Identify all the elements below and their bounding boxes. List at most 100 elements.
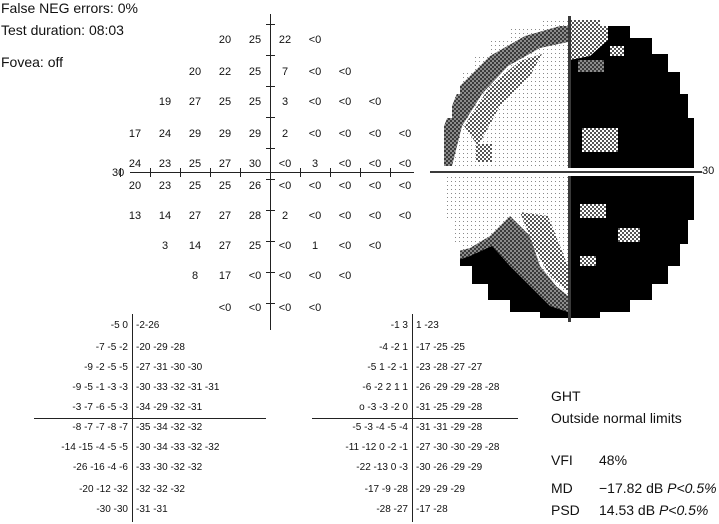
- threshold-value: 25: [188, 158, 202, 170]
- threshold-value: <0: [338, 210, 352, 222]
- pattern-deviation-value-left: o -3 -3 -2 0: [359, 402, 408, 413]
- threshold-value: 2: [281, 128, 289, 140]
- threshold-value: <0: [368, 158, 382, 170]
- threshold-value: 22: [218, 66, 232, 78]
- total-deviation-value-left: -3 -7 -6 -5 -3: [72, 402, 128, 413]
- threshold-value: 20: [218, 34, 232, 46]
- threshold-value: 23: [158, 180, 172, 192]
- threshold-value: 20: [188, 66, 202, 78]
- total-deviation-value-left: -30 -30: [96, 504, 128, 515]
- threshold-value: 8: [191, 270, 199, 282]
- threshold-value: 7: [281, 66, 289, 78]
- axis-tick: [266, 86, 275, 87]
- right-inferior-spot-2: [618, 228, 640, 242]
- pattern-deviation-value-left: -28 -27: [376, 504, 408, 515]
- threshold-value: 24: [158, 128, 172, 140]
- total-deviation-value-right: -32 -32 -32: [136, 484, 185, 495]
- total-deviation-value-right: -33 -30 -32 -32: [136, 462, 203, 473]
- vfi-label: VFI: [551, 452, 573, 468]
- total-deviation-value-left: -14 -15 -4 -5 -5: [61, 442, 128, 453]
- threshold-value: <0: [308, 210, 322, 222]
- pattern-deviation-value-right: -17 -28: [416, 504, 448, 515]
- total-deviation-value-left: -8 -7 -7 -8 -7: [72, 422, 128, 433]
- psd-row: PSD 14.53 dB P<0.5%: [551, 502, 708, 518]
- left-inferior-mid: [520, 212, 568, 292]
- total-deviation-value-right: -27 -31 -30 -30: [136, 362, 203, 373]
- pattern-deviation-horizontal-axis: [312, 418, 518, 419]
- threshold-value: <0: [368, 240, 382, 252]
- total-deviation-value-left: -26 -16 -4 -6: [72, 462, 128, 473]
- threshold-value: <0: [248, 270, 262, 282]
- threshold-value: <0: [338, 270, 352, 282]
- threshold-value: <0: [338, 180, 352, 192]
- blind-spot: [476, 144, 492, 162]
- threshold-value: 24: [128, 158, 142, 170]
- axis-tick: [240, 168, 241, 177]
- grayscale-horizontal-axis: [430, 171, 702, 173]
- total-deviation-value-left: -7 -5 -2: [95, 342, 128, 353]
- threshold-value: <0: [338, 158, 352, 170]
- threshold-horizontal-axis: [130, 172, 414, 173]
- right-inferior-dark: [570, 176, 694, 318]
- threshold-value: 13: [128, 210, 142, 222]
- psd-p-value: P<0.5%: [658, 502, 709, 518]
- vfi-row: VFI 48%: [551, 452, 627, 468]
- total-deviation-value-right: -31 -31: [136, 504, 168, 515]
- threshold-value: <0: [398, 158, 412, 170]
- threshold-value: 30: [248, 158, 262, 170]
- threshold-value: 20: [128, 180, 142, 192]
- threshold-value: <0: [308, 270, 322, 282]
- pattern-deviation-value-right: -31 -31 -29 -28: [416, 422, 483, 433]
- threshold-value: <0: [368, 180, 382, 192]
- threshold-value: 17: [218, 270, 232, 282]
- threshold-value: 25: [248, 96, 262, 108]
- total-deviation-value-right: -35 -34 -32 -32: [136, 422, 203, 433]
- right-inferior-spot-3: [580, 256, 596, 266]
- total-deviation-value-right: -30 -33 -32 -31 -31: [136, 382, 220, 393]
- threshold-value: 27: [218, 210, 232, 222]
- total-deviation-horizontal-axis: [34, 418, 266, 419]
- threshold-value: <0: [308, 66, 322, 78]
- total-deviation-value-left: -20 -12 -32: [79, 484, 128, 495]
- axis-tick: [266, 303, 275, 304]
- threshold-value: <0: [338, 66, 352, 78]
- threshold-value: <0: [308, 34, 322, 46]
- pattern-deviation-value-left: -4 -2 1: [379, 342, 408, 353]
- right-superior-mid: [570, 20, 608, 60]
- pattern-deviation-value-left: -5 1 -2 -1: [367, 362, 408, 373]
- threshold-value: 3: [161, 240, 169, 252]
- md-label: MD: [551, 480, 573, 496]
- threshold-value: 14: [188, 240, 202, 252]
- threshold-value: <0: [338, 96, 352, 108]
- test-duration: Test duration: 08:03: [1, 22, 124, 38]
- threshold-value: 29: [248, 128, 262, 140]
- total-deviation-value-right: -34 -29 -32 -31: [136, 402, 203, 413]
- threshold-value: <0: [398, 210, 412, 222]
- pattern-deviation-value-left: -11 -12 0 -2 -1: [345, 442, 408, 453]
- threshold-value: 23: [158, 158, 172, 170]
- threshold-value: <0: [368, 128, 382, 140]
- threshold-value: 27: [218, 158, 232, 170]
- axis-tick: [150, 168, 151, 177]
- fovea-status: Fovea: off: [1, 54, 64, 70]
- threshold-value: 29: [218, 128, 232, 140]
- md-values: −17.82 dB P<0.5%: [599, 480, 717, 496]
- threshold-value: 17: [128, 128, 142, 140]
- threshold-value: 25: [248, 240, 262, 252]
- axis-tick: [180, 168, 181, 177]
- right-superior-spot: [578, 60, 604, 72]
- pattern-deviation-value-right: -29 -29 -29: [416, 484, 465, 495]
- threshold-value: <0: [248, 302, 262, 314]
- pattern-deviation-value-right: -17 -25 -25: [416, 342, 465, 353]
- threshold-value: <0: [278, 270, 292, 282]
- threshold-value: 19: [158, 96, 172, 108]
- axis-tick: [266, 24, 275, 25]
- threshold-value: <0: [308, 96, 322, 108]
- axis-tick: [266, 272, 275, 273]
- total-deviation-value-right: -30 -34 -33 -32 -32: [136, 442, 220, 453]
- threshold-value: <0: [308, 180, 322, 192]
- axis-tick: [330, 168, 331, 177]
- pattern-deviation-value-left: -22 -13 0 -3: [356, 462, 408, 473]
- threshold-value: 25: [218, 96, 232, 108]
- total-deviation-value-right: -20 -29 -28: [136, 342, 185, 353]
